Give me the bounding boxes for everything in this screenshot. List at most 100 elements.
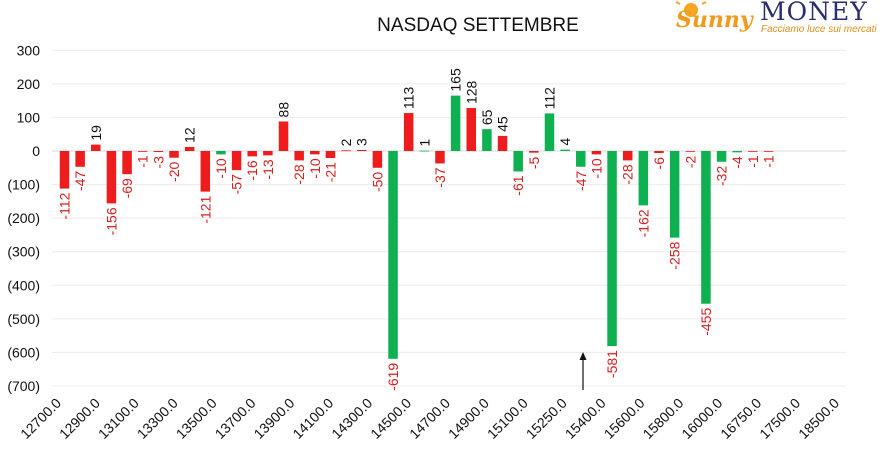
- sun-icon: [675, 1, 707, 17]
- data-label-30: -5: [526, 156, 542, 169]
- data-label-17: -21: [322, 162, 338, 182]
- bar-39: [669, 151, 680, 238]
- data-label-13: -13: [260, 159, 276, 179]
- x-tick-label: 14300.0: [328, 395, 375, 442]
- data-label-0: -112: [57, 192, 73, 219]
- data-label-6: -3: [150, 156, 166, 169]
- x-tick-label: 16000.0: [678, 395, 725, 442]
- bar-25: [450, 95, 461, 151]
- x-tick-label: 14500.0: [367, 395, 414, 442]
- y-tick-label: (500): [7, 311, 40, 327]
- data-label-43: -4: [729, 156, 745, 169]
- data-label-45: -1: [761, 155, 777, 168]
- x-tick-label: 15800.0: [639, 395, 686, 442]
- gridlines: [52, 49, 846, 387]
- y-tick-label: (100): [7, 177, 40, 193]
- logo-script-word: Sunny: [676, 7, 755, 33]
- data-label-19: 3: [354, 138, 370, 146]
- data-label-26: 128: [463, 80, 479, 104]
- y-tick-label: (200): [7, 210, 40, 226]
- bar-38: [654, 151, 664, 154]
- bar-34: [591, 151, 602, 155]
- data-label-23: 1: [416, 139, 432, 147]
- data-label-37: -162: [635, 209, 651, 237]
- bar-6: [153, 151, 164, 153]
- y-tick-label: (400): [7, 277, 40, 293]
- y-tick-label: 300: [17, 42, 41, 58]
- bar-23: [419, 150, 430, 152]
- data-label-41: -455: [698, 308, 714, 336]
- brand-logo: Sunny MONEY Facciamo luce sui mercati: [675, 0, 877, 35]
- x-tick-label: 14700.0: [406, 395, 453, 442]
- x-tick-label: 17500.0: [756, 395, 803, 442]
- data-label-24: -37: [432, 167, 448, 187]
- data-label-44: -1: [745, 155, 761, 168]
- x-tick-label: 13100.0: [95, 395, 142, 442]
- data-label-7: -20: [166, 162, 182, 182]
- x-tick-label: 13500.0: [173, 395, 220, 442]
- bar-7: [169, 151, 179, 158]
- bar-17: [325, 151, 336, 159]
- data-label-20: -50: [369, 172, 385, 192]
- x-tick-label: 13700.0: [212, 395, 259, 442]
- bar-9: [200, 151, 211, 192]
- bar-20: [372, 151, 383, 168]
- data-label-4: -69: [119, 178, 135, 198]
- data-label-32: 4: [557, 138, 573, 146]
- data-label-12: -16: [244, 160, 260, 180]
- data-label-29: -61: [510, 175, 526, 195]
- bar-0: [59, 151, 70, 189]
- x-tick-label: 12900.0: [56, 395, 103, 442]
- bar-28: [497, 135, 508, 151]
- data-label-28: 45: [495, 116, 511, 132]
- data-label-15: -28: [291, 164, 307, 184]
- data-label-3: -156: [103, 207, 119, 235]
- bar-29: [513, 151, 523, 172]
- data-label-39: -258: [667, 241, 683, 269]
- data-label-10: -10: [213, 158, 229, 178]
- data-label-18: 2: [338, 138, 354, 146]
- bar-21: [388, 151, 398, 359]
- bar-19: [356, 149, 367, 151]
- bar-11: [231, 151, 242, 171]
- data-label-42: -32: [714, 166, 730, 186]
- bar-12: [247, 151, 257, 157]
- bar-24: [435, 151, 445, 164]
- data-label-35: -581: [604, 350, 620, 378]
- y-tick-label: (300): [7, 244, 40, 260]
- x-tick-label: 14900.0: [445, 395, 492, 442]
- data-label-38: -6: [651, 157, 667, 170]
- bar-15: [294, 151, 304, 161]
- data-label-21: -619: [385, 363, 401, 391]
- data-label-22: 113: [401, 87, 417, 110]
- x-tick-label: 18500.0: [795, 395, 842, 442]
- annotation-arrow-head: [579, 352, 587, 360]
- bar-1: [75, 151, 85, 167]
- y-tick-label: 200: [17, 76, 41, 92]
- bar-33: [576, 151, 586, 167]
- data-label-40: -2: [682, 155, 698, 168]
- bar-26: [466, 108, 477, 151]
- x-tick-label: 13900.0: [250, 395, 297, 442]
- x-tick-label: 15600.0: [601, 395, 648, 442]
- bars: [59, 95, 774, 359]
- bar-10: [216, 151, 226, 155]
- data-label-14: 88: [276, 102, 292, 118]
- x-tick-label: 14100.0: [289, 395, 336, 442]
- y-tick-label: (700): [7, 378, 40, 394]
- bar-8: [184, 146, 195, 151]
- data-label-31: 112: [541, 87, 557, 110]
- data-label-33: -47: [573, 171, 589, 191]
- data-label-34: -10: [588, 158, 604, 178]
- bar-27: [482, 129, 492, 151]
- x-tick-label: 16750.0: [717, 395, 764, 442]
- data-label-25: 165: [448, 68, 464, 92]
- y-axis: 300 200 100 0 (100) (200) (300) (400) (500) (600)…: [7, 42, 40, 394]
- data-label-16: -10: [307, 158, 323, 178]
- y-tick-label: 0: [32, 143, 40, 159]
- data-label-36: -28: [620, 164, 636, 184]
- bar-13: [263, 151, 273, 156]
- data-label-1: -47: [72, 171, 88, 191]
- bar-30: [529, 151, 539, 153]
